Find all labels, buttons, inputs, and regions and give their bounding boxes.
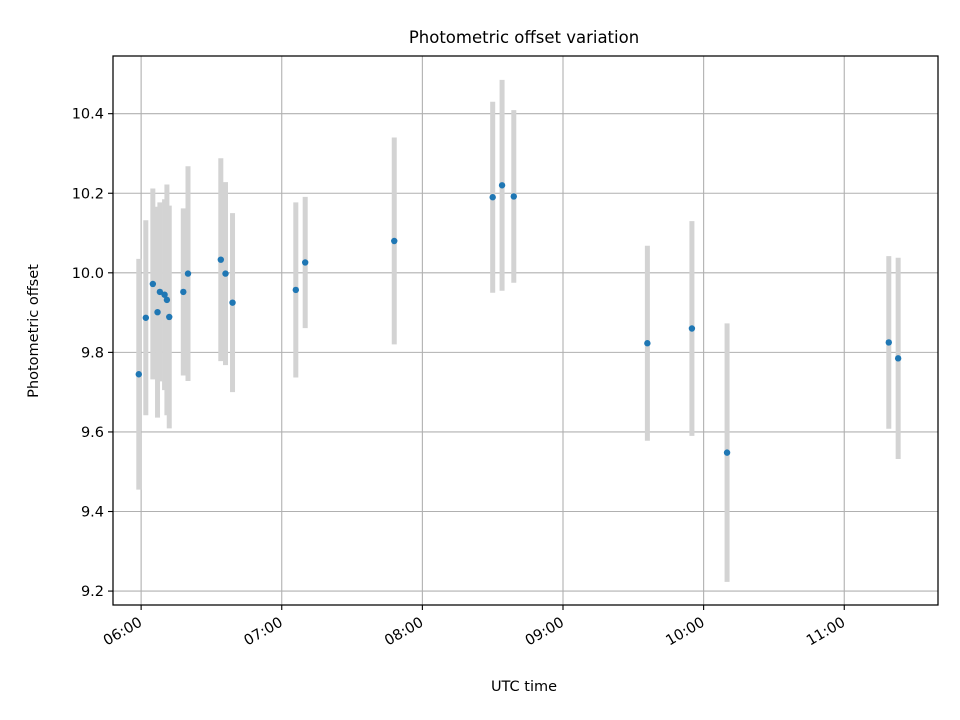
data-point <box>184 270 192 277</box>
data-point <box>154 309 161 316</box>
y-tick-label: 9.2 <box>81 584 104 600</box>
data-point <box>142 314 150 321</box>
chart-title: Photometric offset variation <box>409 28 639 47</box>
y-tick-label: 9.6 <box>81 425 104 441</box>
data-point <box>894 355 902 362</box>
data-point <box>135 371 142 378</box>
data-point <box>723 449 731 456</box>
y-tick-label: 9.4 <box>81 505 104 521</box>
data-point <box>510 193 517 200</box>
data-point <box>498 182 506 189</box>
plot-area-frame <box>112 55 939 606</box>
y-axis-label: Photometric offset <box>26 264 42 398</box>
y-tick-label: 10.2 <box>72 186 104 202</box>
data-point <box>391 237 398 245</box>
data-point <box>149 280 157 288</box>
data-points <box>135 182 902 456</box>
data-point <box>217 256 225 263</box>
data-point <box>292 286 300 294</box>
data-point <box>161 291 168 298</box>
data-point <box>885 339 892 346</box>
data-point <box>688 325 696 332</box>
data-point <box>163 296 171 304</box>
data-point <box>229 299 236 306</box>
data-point <box>166 313 173 321</box>
data-point <box>222 270 229 277</box>
data-point <box>180 288 187 296</box>
x-axis-label: UTC time <box>491 679 557 695</box>
y-tick-label: 10.0 <box>72 266 104 282</box>
y-tick-label: 10.4 <box>72 107 104 123</box>
data-point <box>489 194 496 201</box>
grid <box>113 56 938 605</box>
data-point <box>156 288 164 296</box>
data-point <box>644 340 651 347</box>
y-tick-label: 9.8 <box>81 345 104 361</box>
y-axis-ticks: 9.2 9.4 9.6 9.8 10.0 10.2 10.4 <box>72 107 113 600</box>
data-point <box>301 259 309 266</box>
